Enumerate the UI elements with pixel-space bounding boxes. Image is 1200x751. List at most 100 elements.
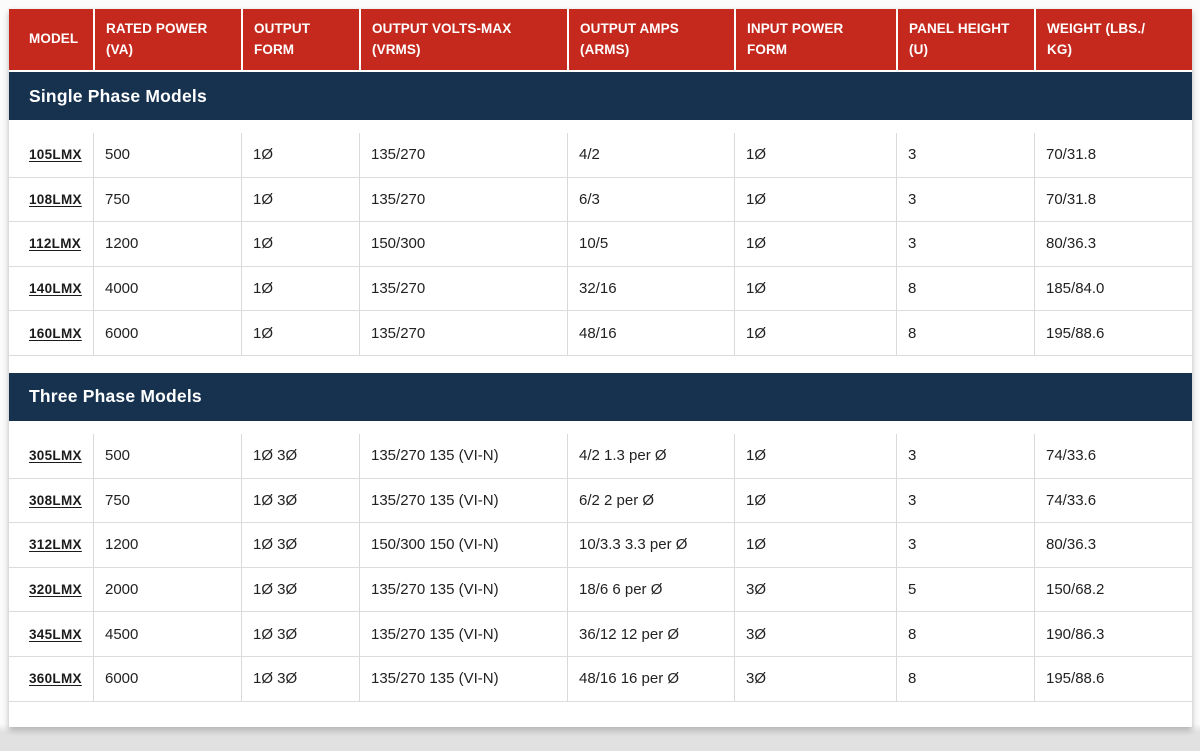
cell-value: 135/270 135 (VI-N) <box>371 670 499 688</box>
cell-model: 360LMX <box>9 657 93 701</box>
cell-output-volts-max: 135/270 <box>359 266 567 311</box>
cell-model: 105LMX <box>9 133 93 177</box>
cell-rated-power: 6000 <box>93 311 241 355</box>
cell-panel-height: 3 <box>896 523 1034 567</box>
cell-value: 1200 <box>105 536 139 554</box>
column-header-model: MODEL <box>29 31 79 47</box>
model-link[interactable]: 105LMX <box>29 147 82 163</box>
cell-value: 185/84.0 <box>1046 280 1105 298</box>
model-link[interactable]: 140LMX <box>29 281 82 297</box>
section-rows: 305LMX 500 1Ø 3Ø 135/270 135 (VI-N) 4/2 1.3 … <box>9 433 1192 702</box>
cell-output-volts-max: 135/270 135 (VI-N) <box>359 612 567 656</box>
cell-output-volts-max: 135/270 <box>359 311 567 355</box>
cell-input-power-form: 1Ø <box>734 266 896 311</box>
cell-value: 195/88.6 <box>1046 670 1105 688</box>
cell-value: 1Ø <box>746 280 767 298</box>
cell-value: 135/270 <box>371 190 426 208</box>
cell-input-power-form: 1Ø <box>734 433 896 478</box>
cell-value: 6/3 <box>579 190 600 208</box>
cell-value: 3 <box>908 235 917 253</box>
cell-value: 80/36.3 <box>1046 536 1097 554</box>
cell-rated-power: 500 <box>93 433 241 478</box>
cell-panel-height: 8 <box>896 266 1034 311</box>
model-link[interactable]: 320LMX <box>29 582 82 598</box>
cell-value: 5 <box>908 581 917 599</box>
cell-output-volts-max: 135/270 <box>359 177 567 222</box>
cell-value: 1Ø <box>746 324 767 342</box>
cell-output-amps: 10/5 <box>567 222 734 266</box>
cell-value: 48/16 16 per Ø <box>579 670 680 688</box>
table-row: 312LMX 1200 1Ø 3Ø 150/300 150 (VI-N) 10/3.3 … <box>9 523 1192 568</box>
section-rows: 105LMX 500 1Ø 135/270 4/2 1Ø 3 70/31.8 108LMX 750… <box>9 133 1192 356</box>
cell-value: 1Ø 3Ø <box>253 491 298 509</box>
table-row: 112LMX 1200 1Ø 150/300 10/5 1Ø 3 80/36.3 <box>9 222 1192 267</box>
table-row: 160LMX 6000 1Ø 135/270 48/16 1Ø 8 195/88.6 <box>9 311 1192 356</box>
cell-output-volts-max: 135/270 135 (VI-N) <box>359 567 567 612</box>
cell-panel-height: 8 <box>896 311 1034 355</box>
cell-weight: 150/68.2 <box>1034 567 1192 612</box>
cell-output-volts-max: 135/270 <box>359 133 567 177</box>
cell-value: 8 <box>908 625 917 643</box>
column-header-weight: WEIGHT (LBS./ KG) <box>1034 9 1192 70</box>
cell-output-volts-max: 150/300 <box>359 222 567 266</box>
cell-value: 70/31.8 <box>1046 146 1097 164</box>
column-header-output-volts-max: OUTPUT VOLTS-MAX (VRMS) <box>359 9 567 70</box>
cell-output-amps: 36/12 12 per Ø <box>567 612 734 656</box>
model-link[interactable]: 305LMX <box>29 448 82 464</box>
cell-model: 305LMX <box>9 434 93 478</box>
cell-value: 135/270 135 (VI-N) <box>371 625 499 643</box>
column-header-output-form: OUTPUT FORM <box>241 9 359 70</box>
cell-value: 1Ø <box>253 235 274 253</box>
model-link[interactable]: 312LMX <box>29 537 82 553</box>
cell-weight: 195/88.6 <box>1034 656 1192 701</box>
model-link[interactable]: 345LMX <box>29 626 82 642</box>
model-link[interactable]: 112LMX <box>29 236 82 252</box>
model-link[interactable]: 108LMX <box>29 191 82 207</box>
cell-value: 190/86.3 <box>1046 625 1105 643</box>
cell-value: 1Ø <box>253 324 274 342</box>
model-link[interactable]: 160LMX <box>29 325 82 341</box>
cell-rated-power: 4000 <box>93 266 241 311</box>
cell-value: 1200 <box>105 235 139 253</box>
cell-value: 500 <box>105 146 131 164</box>
cell-output-amps: 32/16 <box>567 266 734 311</box>
cell-model: 160LMX <box>9 311 93 355</box>
cell-value: 10/5 <box>579 235 609 253</box>
cell-value: 74/33.6 <box>1046 447 1097 465</box>
cell-value: 135/270 135 (VI-N) <box>371 447 499 465</box>
cell-value: 6000 <box>105 670 139 688</box>
cell-value: 500 <box>105 447 131 465</box>
cell-output-amps: 48/16 16 per Ø <box>567 656 734 701</box>
cell-output-form: 1Ø 3Ø <box>241 612 359 656</box>
cell-value: 3 <box>908 190 917 208</box>
cell-value: 750 <box>105 190 131 208</box>
section-header: Single Phase Models <box>9 72 1192 120</box>
cell-panel-height: 3 <box>896 433 1034 478</box>
cell-input-power-form: 1Ø <box>734 478 896 523</box>
cell-output-amps: 6/3 <box>567 177 734 222</box>
cell-value: 4/2 <box>579 146 600 164</box>
table-body: Single Phase Models 105LMX 500 1Ø 135/270 4/2… <box>9 72 1192 702</box>
column-header-output-amps: OUTPUT AMPS (ARMS) <box>567 9 734 70</box>
cell-value: 135/270 <box>371 280 426 298</box>
cell-input-power-form: 1Ø <box>734 311 896 355</box>
cell-value: 195/88.6 <box>1046 324 1105 342</box>
cell-panel-height: 3 <box>896 177 1034 222</box>
cell-output-form: 1Ø <box>241 133 359 177</box>
cell-value: 135/270 <box>371 146 426 164</box>
table-header: MODEL RATED POWER (VA) OUTPUT FORM OUTPUT V… <box>9 9 1192 70</box>
model-link[interactable]: 360LMX <box>29 671 82 687</box>
cell-value: 3Ø <box>746 581 767 599</box>
model-link[interactable]: 308LMX <box>29 492 82 508</box>
cell-value: 1Ø 3Ø <box>253 670 298 688</box>
cell-rated-power: 1200 <box>93 523 241 567</box>
cell-value: 150/300 150 (VI-N) <box>371 536 499 554</box>
cell-weight: 70/31.8 <box>1034 133 1192 177</box>
cell-value: 3 <box>908 491 917 509</box>
cell-value: 8 <box>908 324 917 342</box>
cell-value: 48/16 <box>579 324 617 342</box>
cell-value: 1Ø <box>253 190 274 208</box>
cell-value: 3 <box>908 536 917 554</box>
cell-output-volts-max: 135/270 135 (VI-N) <box>359 433 567 478</box>
cell-output-form: 1Ø 3Ø <box>241 478 359 523</box>
